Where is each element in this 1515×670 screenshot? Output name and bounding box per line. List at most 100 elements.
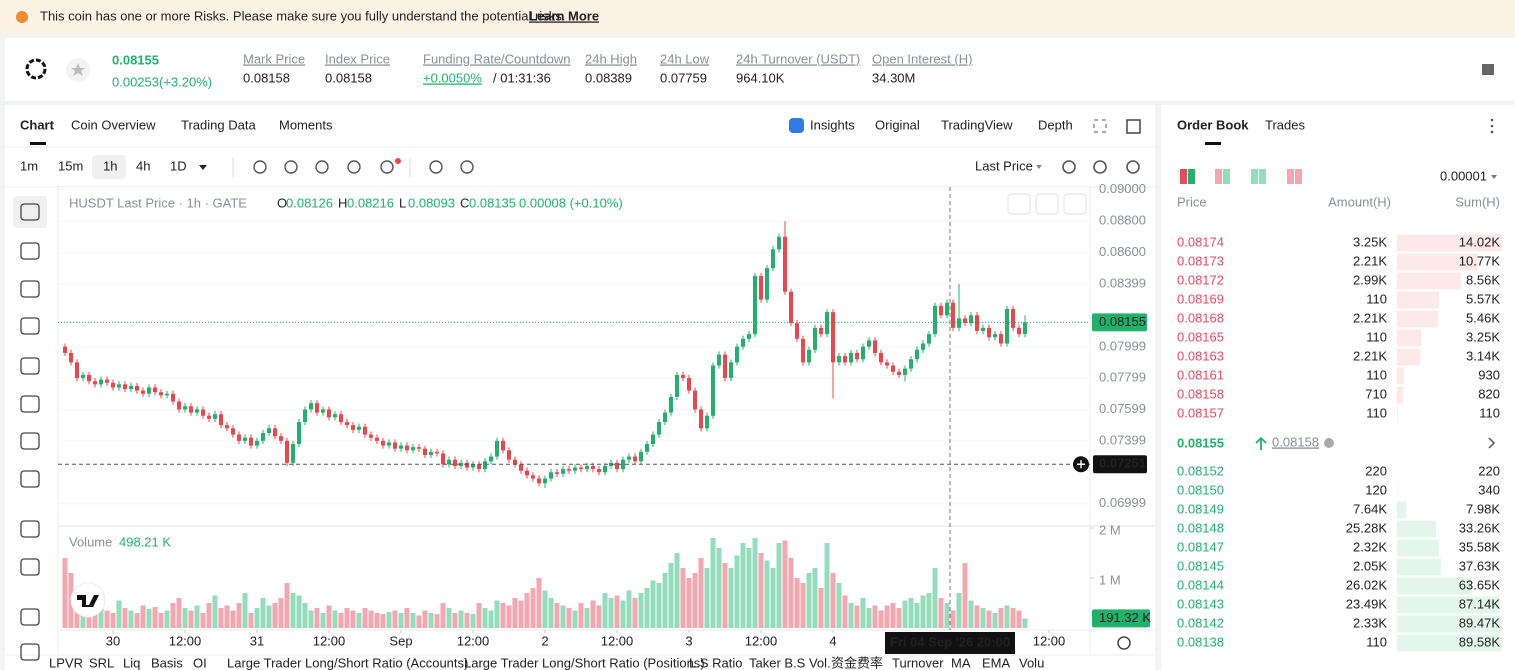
toolbar-icon[interactable] — [284, 160, 298, 174]
order-price[interactable]: 0.08138 — [1177, 634, 1224, 649]
book-layout-icon[interactable] — [1215, 169, 1222, 184]
order-price[interactable]: 0.08163 — [1177, 348, 1224, 363]
pane-button[interactable] — [1063, 193, 1087, 215]
view-tab[interactable]: Depth — [1038, 117, 1073, 132]
order-price[interactable]: 0.08150 — [1177, 482, 1224, 497]
stat-label[interactable]: 24h High — [585, 51, 637, 66]
drawing-tool[interactable] — [20, 470, 40, 488]
interval-button[interactable]: 4h — [136, 158, 150, 173]
drawing-tool[interactable] — [20, 242, 40, 260]
stat-label[interactable]: Funding Rate/Countdown — [423, 51, 570, 66]
order-price[interactable]: 0.08168 — [1177, 310, 1224, 325]
window-icon[interactable] — [1126, 119, 1141, 134]
order-amount: 23.49K — [1346, 596, 1388, 611]
book-layout-icon[interactable] — [1251, 169, 1258, 184]
indicator-tab[interactable]: Liq — [123, 655, 140, 670]
price-type-select[interactable]: Last Price — [975, 158, 1033, 173]
interval-button[interactable]: 1h — [103, 158, 117, 173]
indicator-tab[interactable]: Large Trader Long/Short Ratio (Positions… — [464, 655, 705, 670]
order-price[interactable]: 0.08169 — [1177, 291, 1224, 306]
indicator-tab[interactable]: Taker B.S Vol. — [749, 655, 831, 670]
toolbar-icon[interactable] — [1062, 160, 1076, 174]
stat-label[interactable]: 24h Low — [660, 51, 710, 66]
order-price[interactable]: 0.08147 — [1177, 539, 1224, 554]
drawing-tool[interactable] — [20, 558, 40, 576]
order-price[interactable]: 0.08158 — [1177, 386, 1224, 401]
order-price[interactable]: 0.08143 — [1177, 596, 1224, 611]
order-price[interactable]: 0.08174 — [1177, 234, 1224, 249]
order-price[interactable]: 0.08148 — [1177, 520, 1224, 535]
indicator-tab[interactable]: EMA — [982, 655, 1011, 670]
order-price[interactable]: 0.08157 — [1177, 405, 1224, 420]
candle-body — [255, 440, 259, 446]
order-price[interactable]: 0.08144 — [1177, 577, 1224, 592]
learn-more-link[interactable]: Learn More — [529, 8, 599, 23]
toolbar-icon[interactable] — [380, 160, 394, 174]
indicator-tab[interactable]: OI — [193, 655, 207, 670]
toolbar-icon[interactable] — [1093, 160, 1107, 174]
order-price[interactable]: 0.08173 — [1177, 253, 1224, 268]
interval-button[interactable]: 15m — [58, 158, 83, 173]
mid-price: 0.08155 — [1177, 435, 1224, 450]
interval-button[interactable]: 1D — [170, 158, 187, 173]
candle-body — [201, 409, 205, 416]
drawing-tool[interactable] — [20, 280, 40, 298]
indicator-tab[interactable]: 资金费率 — [831, 655, 883, 670]
toolbar-icon[interactable] — [460, 160, 474, 174]
axis-settings[interactable] — [1117, 636, 1131, 650]
chart-tab[interactable]: Coin Overview — [71, 117, 156, 132]
chevron[interactable] — [1488, 437, 1496, 449]
order-price[interactable]: 0.08161 — [1177, 367, 1224, 382]
toolbar-icon[interactable] — [315, 160, 329, 174]
toolbar-icon[interactable] — [253, 160, 267, 174]
order-price[interactable]: 0.08142 — [1177, 615, 1224, 630]
indicator-tab[interactable]: Volu — [1019, 655, 1044, 670]
order-price[interactable]: 0.08165 — [1177, 329, 1224, 344]
drawing-tool[interactable] — [20, 643, 40, 661]
candle-body — [213, 414, 217, 419]
volume-bar — [410, 613, 416, 628]
book-layout-icon[interactable] — [1180, 169, 1187, 184]
toolbar-icon[interactable] — [429, 160, 443, 174]
drawing-tool[interactable] — [20, 357, 40, 375]
drawing-tool[interactable] — [20, 203, 40, 221]
precision-select[interactable]: 0.00001 — [1440, 168, 1487, 183]
chart-tab[interactable]: Chart — [20, 117, 55, 132]
view-tab[interactable]: Insights — [810, 117, 855, 132]
order-price[interactable]: 0.08149 — [1177, 501, 1224, 516]
stat-label[interactable]: Open Interest (H) — [872, 51, 972, 66]
toolbar-icon[interactable] — [1126, 160, 1140, 174]
order-book-tab[interactable]: Order Book — [1177, 117, 1249, 132]
indicator-tab[interactable]: SRL — [89, 655, 114, 670]
pane-button[interactable] — [1007, 193, 1031, 215]
drawing-tool[interactable] — [20, 317, 40, 335]
order-price[interactable]: 0.08145 — [1177, 558, 1224, 573]
interval-button[interactable]: 1m — [20, 158, 38, 173]
indicator-tab[interactable]: Basis — [151, 655, 183, 670]
drawing-tool[interactable] — [20, 395, 40, 413]
volume-bar — [764, 560, 770, 628]
order-book-tab[interactable]: Trades — [1265, 117, 1305, 132]
drawing-tool[interactable] — [20, 608, 40, 626]
indicator-tab[interactable]: LPVR — [49, 655, 83, 670]
view-tab[interactable]: TradingView — [941, 117, 1013, 132]
drawing-tool[interactable] — [20, 520, 40, 538]
drawing-tool[interactable] — [20, 432, 40, 450]
indicator-tab[interactable]: Large Trader Long/Short Ratio (Accounts) — [227, 655, 468, 670]
pane-button[interactable] — [1035, 193, 1059, 215]
book-layout-icon[interactable] — [1287, 169, 1294, 184]
expand-icon[interactable] — [1093, 119, 1107, 133]
doc-icon[interactable] — [1482, 64, 1494, 75]
order-price[interactable]: 0.08172 — [1177, 272, 1224, 287]
indicator-tab[interactable]: MA — [951, 655, 971, 670]
stat-label[interactable]: Index Price — [325, 51, 390, 66]
chart-tab[interactable]: Trading Data — [181, 117, 256, 132]
indicator-tab[interactable]: Turnover — [892, 655, 944, 670]
chart-tab[interactable]: Moments — [279, 117, 333, 132]
stat-label[interactable]: Mark Price — [243, 51, 305, 66]
toolbar-icon[interactable] — [347, 160, 361, 174]
order-price[interactable]: 0.08152 — [1177, 463, 1224, 478]
indicator-tab[interactable]: L.S Ratio — [689, 655, 742, 670]
view-tab[interactable]: Original — [875, 117, 920, 132]
stat-label[interactable]: 24h Turnover (USDT) — [736, 51, 860, 66]
